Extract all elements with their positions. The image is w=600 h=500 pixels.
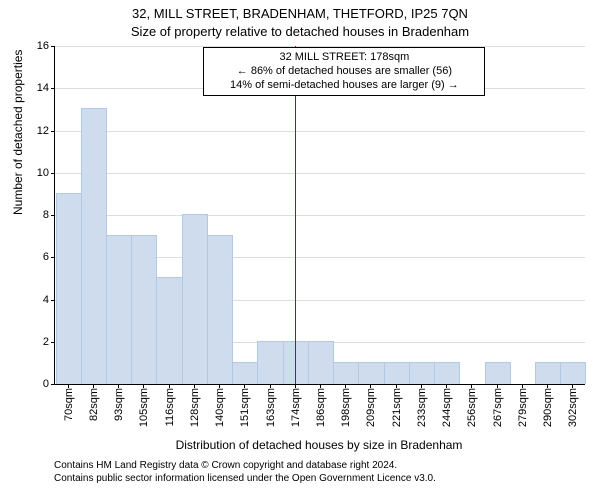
annotation-line1: 32 MILL STREET: 178sqm xyxy=(210,51,478,65)
bar xyxy=(485,362,511,384)
gridline-h xyxy=(55,173,585,174)
y-tick-label: 10 xyxy=(37,167,55,179)
annotation-line2: ← 86% of detached houses are smaller (56… xyxy=(210,65,478,79)
y-tick-label: 0 xyxy=(43,378,55,390)
bar xyxy=(232,362,258,384)
bar xyxy=(257,341,283,384)
x-tick-label: 279sqm xyxy=(515,388,529,427)
bar xyxy=(81,108,107,384)
bar xyxy=(384,362,410,384)
gridline-h xyxy=(55,131,585,132)
x-tick-label: 256sqm xyxy=(464,388,478,427)
x-tick-label: 151sqm xyxy=(237,388,251,427)
bar xyxy=(56,193,82,384)
x-tick-label: 233sqm xyxy=(414,388,428,427)
y-tick-label: 12 xyxy=(37,125,55,137)
y-tick-label: 2 xyxy=(43,336,55,348)
bar xyxy=(308,341,334,384)
x-tick-label: 70sqm xyxy=(61,388,75,421)
x-tick-label: 93sqm xyxy=(111,388,125,421)
bar xyxy=(131,235,157,384)
x-tick-label: 267sqm xyxy=(490,388,504,427)
bar xyxy=(535,362,561,384)
y-tick-label: 16 xyxy=(37,40,55,52)
x-tick-label: 163sqm xyxy=(263,388,277,427)
bar xyxy=(409,362,435,384)
y-tick-label: 6 xyxy=(43,251,55,263)
x-tick-label: 209sqm xyxy=(363,388,377,427)
x-tick-label: 128sqm xyxy=(187,388,201,427)
x-tick-label: 174sqm xyxy=(288,388,302,427)
x-tick-label: 244sqm xyxy=(439,388,453,427)
x-tick-label: 198sqm xyxy=(338,388,352,427)
bar xyxy=(560,362,586,384)
attribution-line2: Contains public sector information licen… xyxy=(54,473,436,486)
bar xyxy=(358,362,384,384)
page-title-line2: Size of property relative to detached ho… xyxy=(0,24,600,39)
y-tick-label: 8 xyxy=(43,209,55,221)
reference-line xyxy=(295,46,296,384)
bar xyxy=(106,235,132,384)
x-tick-label: 186sqm xyxy=(313,388,327,427)
annotation-line3: 14% of semi-detached houses are larger (… xyxy=(210,79,478,93)
x-tick-label: 116sqm xyxy=(162,388,176,426)
y-tick-label: 4 xyxy=(43,294,55,306)
bar xyxy=(207,235,233,384)
chart-plot-area: 024681012141670sqm82sqm93sqm105sqm116sqm… xyxy=(54,46,585,385)
x-tick-label: 82sqm xyxy=(86,388,100,421)
gridline-h xyxy=(55,215,585,216)
x-tick-label: 290sqm xyxy=(540,388,554,427)
y-tick-label: 14 xyxy=(37,82,55,94)
x-axis-label: Distribution of detached houses by size … xyxy=(54,438,584,452)
x-tick-label: 302sqm xyxy=(565,388,579,427)
page-title-line1: 32, MILL STREET, BRADENHAM, THETFORD, IP… xyxy=(0,6,600,21)
bar xyxy=(333,362,359,384)
attribution-text: Contains HM Land Registry data © Crown c… xyxy=(54,460,436,485)
attribution-line1: Contains HM Land Registry data © Crown c… xyxy=(54,460,436,473)
bar xyxy=(434,362,460,384)
annotation-box: 32 MILL STREET: 178sqm ← 86% of detached… xyxy=(203,47,485,96)
bar xyxy=(182,214,208,384)
bar xyxy=(283,341,309,384)
x-tick-label: 140sqm xyxy=(212,388,226,427)
bar xyxy=(156,277,182,384)
x-tick-label: 105sqm xyxy=(136,388,150,427)
x-tick-label: 221sqm xyxy=(389,388,403,427)
